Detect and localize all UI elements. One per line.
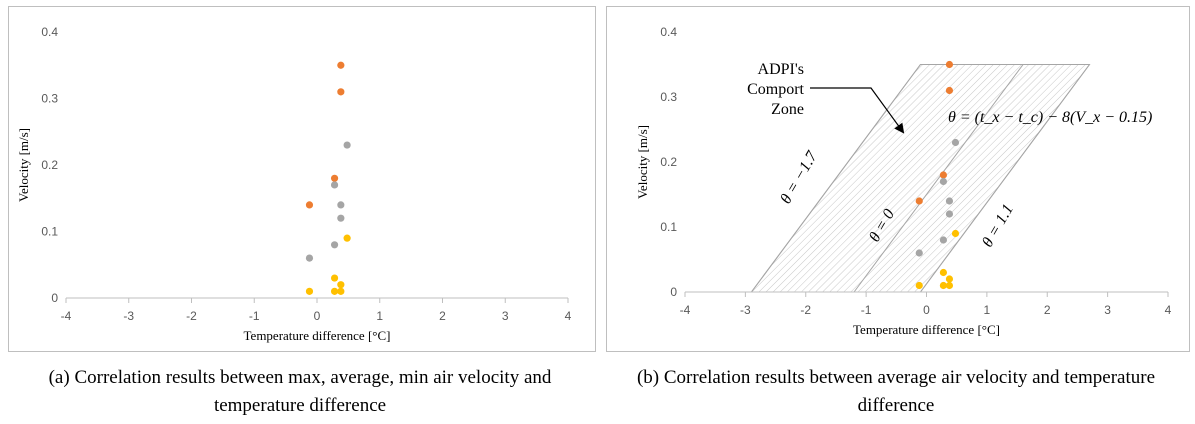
- data-point: [305, 287, 314, 295]
- data-point: [337, 281, 345, 289]
- y-tick-label: 0: [51, 291, 58, 305]
- data-point: [305, 254, 314, 262]
- data-point: [939, 177, 948, 186]
- theta-line-1: [853, 64, 1024, 293]
- y-tick-label: 0.3: [41, 92, 58, 106]
- x-tick-label: -1: [861, 303, 872, 317]
- x-tick-label: 3: [1104, 303, 1111, 317]
- scatter-chart-b: 0 0.1 0.2 0.3 0.4 -4 -3 -2 -1 0 1 2 3 4 Temperature di…: [635, 25, 1172, 337]
- data-point: [343, 234, 351, 242]
- y-axis-label: Velocity [m/s]: [635, 125, 650, 199]
- x-tick-label: 0: [923, 303, 930, 317]
- comfort-zone-label-line: ADPI's: [758, 61, 804, 78]
- x-tick-label: -2: [800, 303, 811, 317]
- y-tick-label: 0: [670, 285, 677, 299]
- comfort-zone-label: ADPI's Comport Zone: [747, 61, 804, 118]
- data-point: [945, 86, 954, 95]
- x-tick-label: -3: [740, 303, 751, 317]
- data-point: [343, 141, 351, 149]
- y-tick-label: 0.3: [660, 90, 677, 104]
- x-tick-label: -1: [249, 309, 260, 323]
- data-point: [915, 281, 923, 290]
- data-point: [939, 281, 948, 290]
- x-tick-label: 3: [502, 309, 509, 323]
- comfort-zone-arrow: [810, 87, 905, 134]
- chart-frame-a: [8, 6, 596, 352]
- caption-a: (a) Correlation results between max, ave…: [48, 367, 552, 416]
- data-point: [951, 229, 960, 238]
- y-tick-label: 0.1: [41, 225, 58, 239]
- x-axis-label: Temperature difference [°C]: [244, 328, 391, 343]
- x-tick-label: -2: [186, 309, 197, 323]
- x-tick-label: 0: [314, 309, 321, 323]
- x-tick-label: 4: [1165, 303, 1172, 317]
- theta-line-0: [751, 64, 921, 293]
- y-tick-label: 0.4: [41, 25, 58, 39]
- y-tick-label: 0.2: [41, 158, 58, 172]
- y-tick-label: 0.4: [660, 25, 677, 39]
- data-point: [945, 275, 954, 283]
- data-point: [337, 214, 345, 222]
- data-point: [945, 60, 954, 69]
- data-point: [330, 174, 339, 182]
- data-point: [330, 287, 339, 295]
- data-point: [330, 181, 339, 189]
- chart-panel-a: 0 0.1 0.2 0.3 0.4 -4 -3 -2 -1 0 1 2 3 4 Temperature di…: [0, 0, 597, 424]
- x-tick-label: 2: [439, 309, 446, 323]
- data-point: [951, 138, 960, 147]
- data-point: [939, 268, 948, 277]
- theta-formula: θ = (t_x − t_c) − 8(V_x − 0.15): [948, 109, 1152, 126]
- data-point: [945, 281, 954, 290]
- caption-b: (b) Correlation results between average …: [636, 367, 1156, 416]
- data-point: [305, 201, 314, 209]
- y-tick-label: 0.1: [660, 220, 677, 234]
- theta-line-label: θ = 1.1: [979, 201, 1017, 250]
- x-tick-label: 1: [984, 303, 991, 317]
- data-point: [915, 249, 923, 257]
- data-point: [939, 171, 948, 179]
- theta-line-label: θ = −1.7: [777, 148, 821, 207]
- x-tick-label: -4: [680, 303, 691, 317]
- data-point: [915, 197, 923, 205]
- x-axis-label: Temperature difference [°C]: [853, 322, 1000, 337]
- chart-panel-b: 0 0.1 0.2 0.3 0.4 -4 -3 -2 -1 0 1 2 3 4 Temperature di…: [598, 0, 1195, 424]
- x-tick-label: 1: [376, 309, 383, 323]
- data-point: [337, 287, 345, 295]
- x-tick-label: -3: [123, 309, 134, 323]
- comfort-zone-label-line: Zone: [771, 101, 804, 118]
- data-point: [945, 210, 954, 218]
- y-tick-label: 0.2: [660, 155, 677, 169]
- x-tick-label: 2: [1044, 303, 1051, 317]
- x-tick-label: -4: [61, 309, 72, 323]
- data-point: [337, 201, 345, 209]
- data-point: [337, 88, 345, 96]
- comfort-zone-label-line: Comport: [747, 81, 804, 98]
- theta-line-2: [920, 64, 1090, 293]
- data-point: [939, 236, 948, 244]
- data-point: [945, 197, 954, 205]
- data-point: [330, 241, 339, 249]
- data-point: [330, 274, 339, 282]
- scatter-chart-a: 0 0.1 0.2 0.3 0.4 -4 -3 -2 -1 0 1 2 3 4 Temperature di…: [16, 25, 572, 343]
- x-tick-label: 4: [565, 309, 572, 323]
- y-axis-label: Velocity [m/s]: [16, 128, 31, 202]
- data-point: [337, 61, 345, 69]
